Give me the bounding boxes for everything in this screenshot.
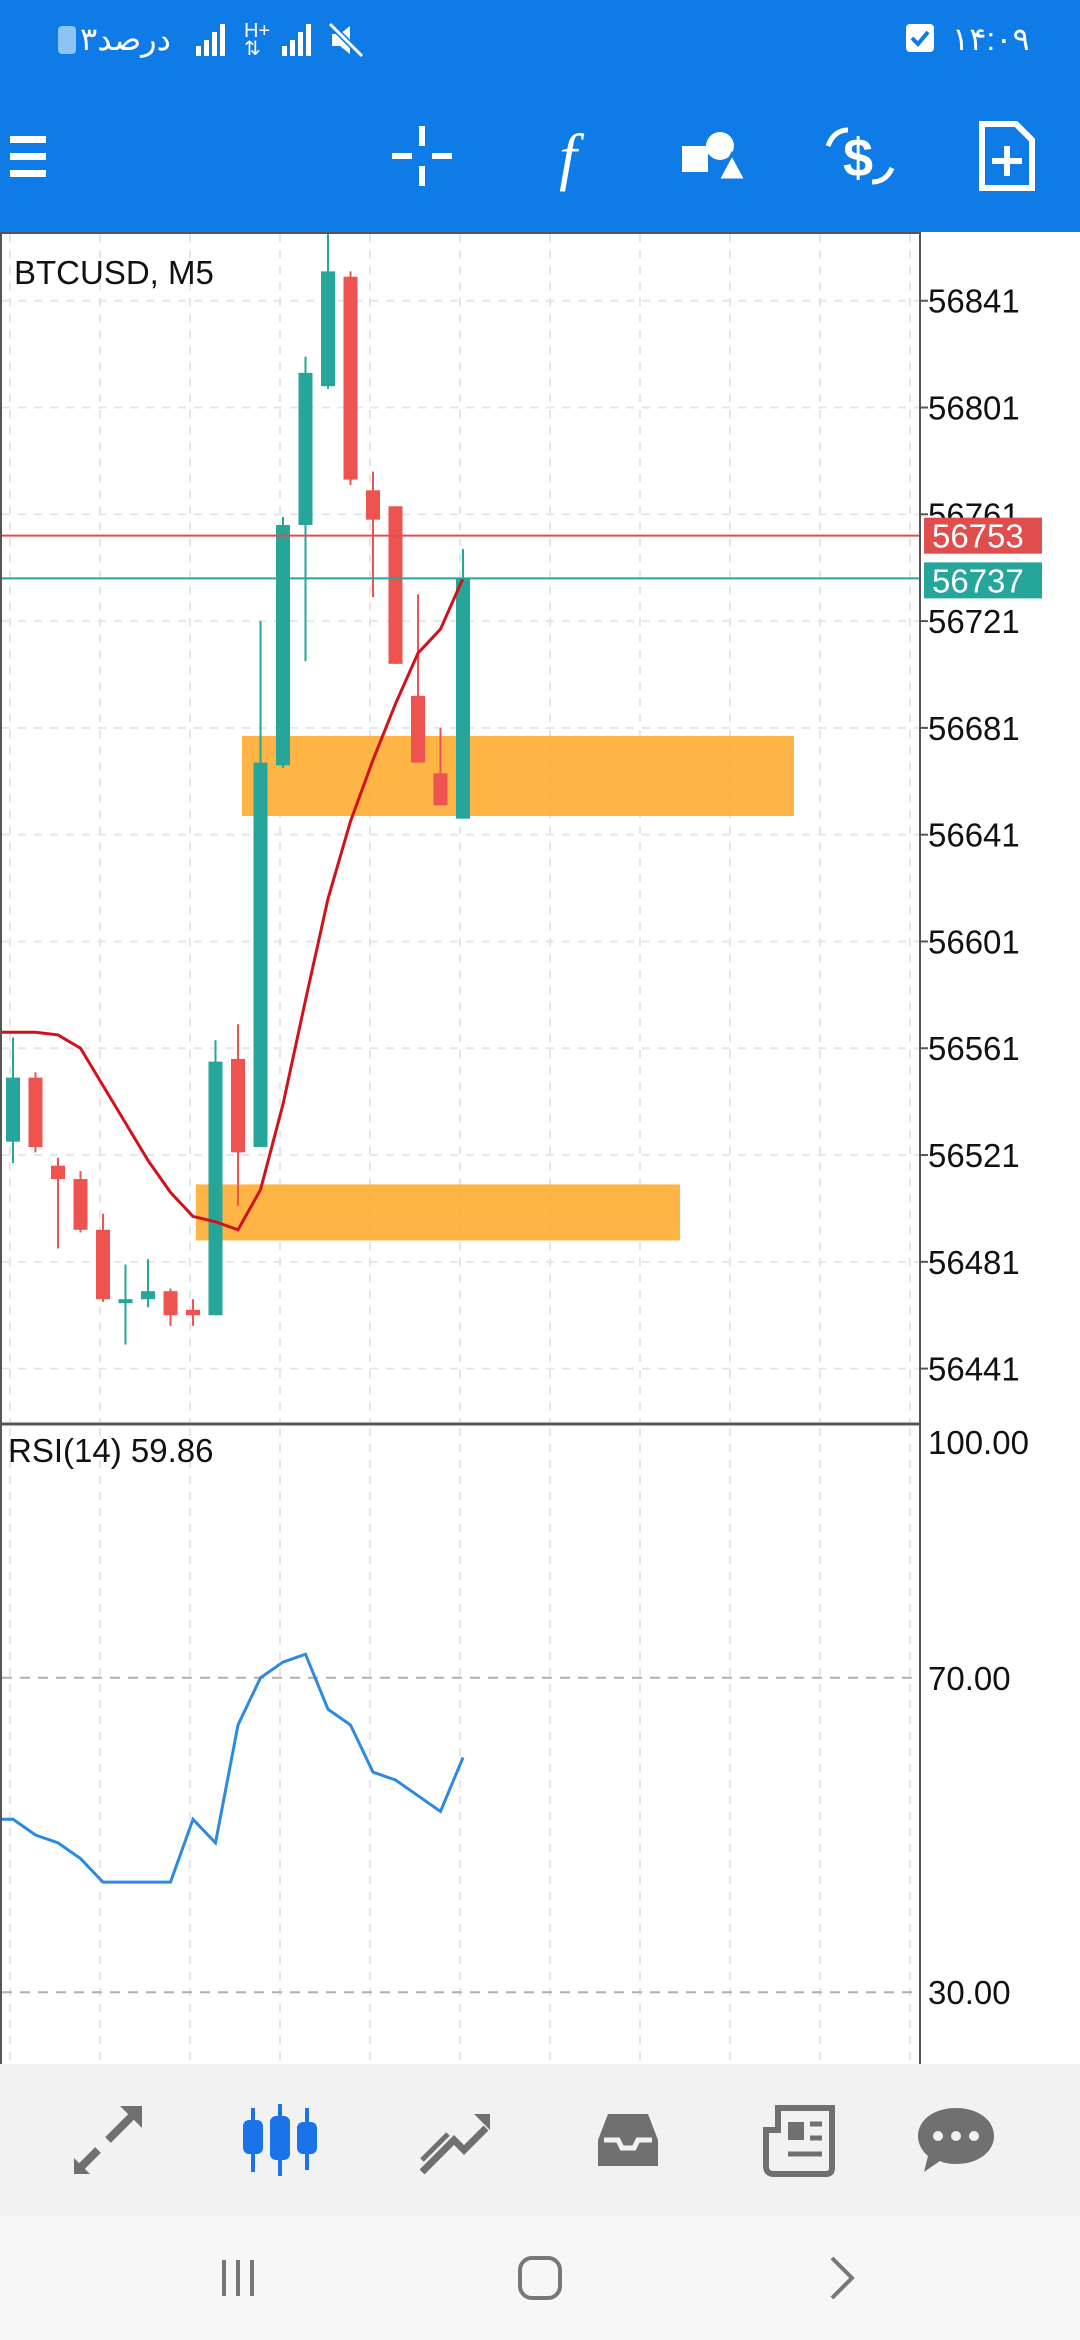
candle-body [388,506,403,664]
crosshair-icon [392,126,452,186]
data-transfer-icon: H+ ⇅ [244,20,271,60]
moving-average-line [0,577,465,1232]
new-order-icon [979,121,1035,191]
new-order-button[interactable] [946,96,1066,216]
chart-border [0,232,921,2064]
rsi-tick-label: 70.00 [928,1660,1011,1697]
candle-body [433,773,448,806]
price-tick-label: 56561 [928,1030,1020,1067]
quotes-tab[interactable] [48,2084,168,2196]
trade-tab[interactable] [394,2084,514,2196]
price-tick-label: 56521 [928,1137,1020,1174]
recent-apps-icon [222,2260,254,2296]
candlestick-series [6,232,470,1345]
candle-body [6,1077,20,1142]
bid-price-tag [924,562,1042,599]
indicators-button[interactable]: f [508,96,628,216]
chart-labels: BTCUSD, M5 RSI(14) 59.86 [8,254,214,1469]
checkbox-notification-icon [906,24,934,52]
candle-body [411,695,425,763]
menu-button[interactable] [0,96,90,216]
candle-body [456,578,470,819]
svg-text:f: f [559,121,585,192]
price-tick-label: 56481 [928,1244,1020,1281]
candle-body [343,276,358,480]
candle-body [163,1291,178,1316]
chart-canvas[interactable]: 5684156801567615672156681566415660156561… [0,232,1080,2064]
ask-price-tag [924,517,1042,554]
back-icon [830,2256,855,2300]
price-tick-label: 56441 [928,1351,1020,1388]
bottom-navigation [0,2064,1080,2216]
news-icon [763,2105,835,2177]
rsi-tick-label: 30.00 [928,1974,1011,2011]
price-lines: 56753 56737 [0,517,1042,599]
status-bar: ۳درصد H+ ⇅ ۱۴:۰۹ [0,0,1080,80]
candle-body [96,1229,110,1300]
objects-button[interactable] [654,96,774,216]
chart-toolbar: f $ [0,80,1080,232]
system-navigation-bar [0,2216,1080,2340]
crosshair-button[interactable] [362,96,482,216]
price-tick-label: 56801 [928,390,1020,427]
candle-body [276,524,290,766]
price-tick-label: 56841 [928,283,1020,320]
support-resistance-zones [196,735,794,1241]
chart-grid: 5684156801567615672156681566415660156561… [2,234,1020,2064]
rsi-tick-label: 100.00 [928,1424,1029,1461]
candle-body [51,1165,65,1180]
symbol-label: BTCUSD, M5 [14,254,214,291]
indicators-icon: f [559,121,585,192]
trade-button[interactable]: $ [800,96,920,216]
candle-body [73,1179,88,1230]
messages-icon [918,2108,994,2172]
history-tab[interactable] [568,2084,688,2196]
price-tick-label: 56601 [928,923,1020,960]
chart-window[interactable]: 56841 56801 56761 56721 56681 56641 56601 56561… [0,232,1080,2064]
zone-rectangle[interactable] [196,1184,680,1241]
candle-body [366,490,380,520]
messages-tab[interactable] [896,2084,1016,2196]
signal-icon [282,24,312,61]
svg-text:$: $ [843,128,873,188]
chart-icon [243,2104,317,2176]
rsi-line [0,1652,465,1884]
battery-percent: ۳درصد [80,21,171,57]
signal-icon [196,24,226,61]
price-tick-label: 56641 [928,817,1020,854]
menu-icon [10,136,46,177]
back-button[interactable] [782,2238,902,2318]
chart-frame: 6 Jul 11:556 Jul 12:55 [0,232,921,2064]
ask-price-label: 56753 [932,518,1024,555]
trade-tab-icon [419,2114,490,2175]
chart-tab[interactable] [220,2084,340,2196]
moving-average-series [0,577,465,1232]
candle-body [231,1058,245,1153]
home-button[interactable] [480,2238,600,2318]
charging-battery-icon [58,26,76,54]
candle-body [298,372,313,525]
trade-icon: $ [825,127,895,188]
candle-body [321,271,335,387]
candle-body [208,1061,223,1316]
candle-body [253,762,268,1148]
price-tick-label: 56721 [928,603,1020,640]
clock: ۱۴:۰۹ [952,21,1030,57]
news-tab[interactable] [740,2084,860,2196]
price-tick-label: 56681 [928,710,1020,747]
history-icon [598,2114,658,2166]
recent-apps-button[interactable] [178,2238,298,2318]
candle-body [186,1309,200,1316]
candle-body [141,1291,155,1300]
bid-price-label: 56737 [932,562,1024,599]
rsi-label: RSI(14) 59.86 [8,1432,213,1469]
mute-icon [327,21,365,63]
home-icon [518,2256,562,2300]
objects-icon [682,132,749,182]
quotes-icon [74,2106,142,2174]
zone-rectangle[interactable] [242,735,794,816]
candle-body [28,1077,43,1148]
candle-body [118,1299,133,1304]
